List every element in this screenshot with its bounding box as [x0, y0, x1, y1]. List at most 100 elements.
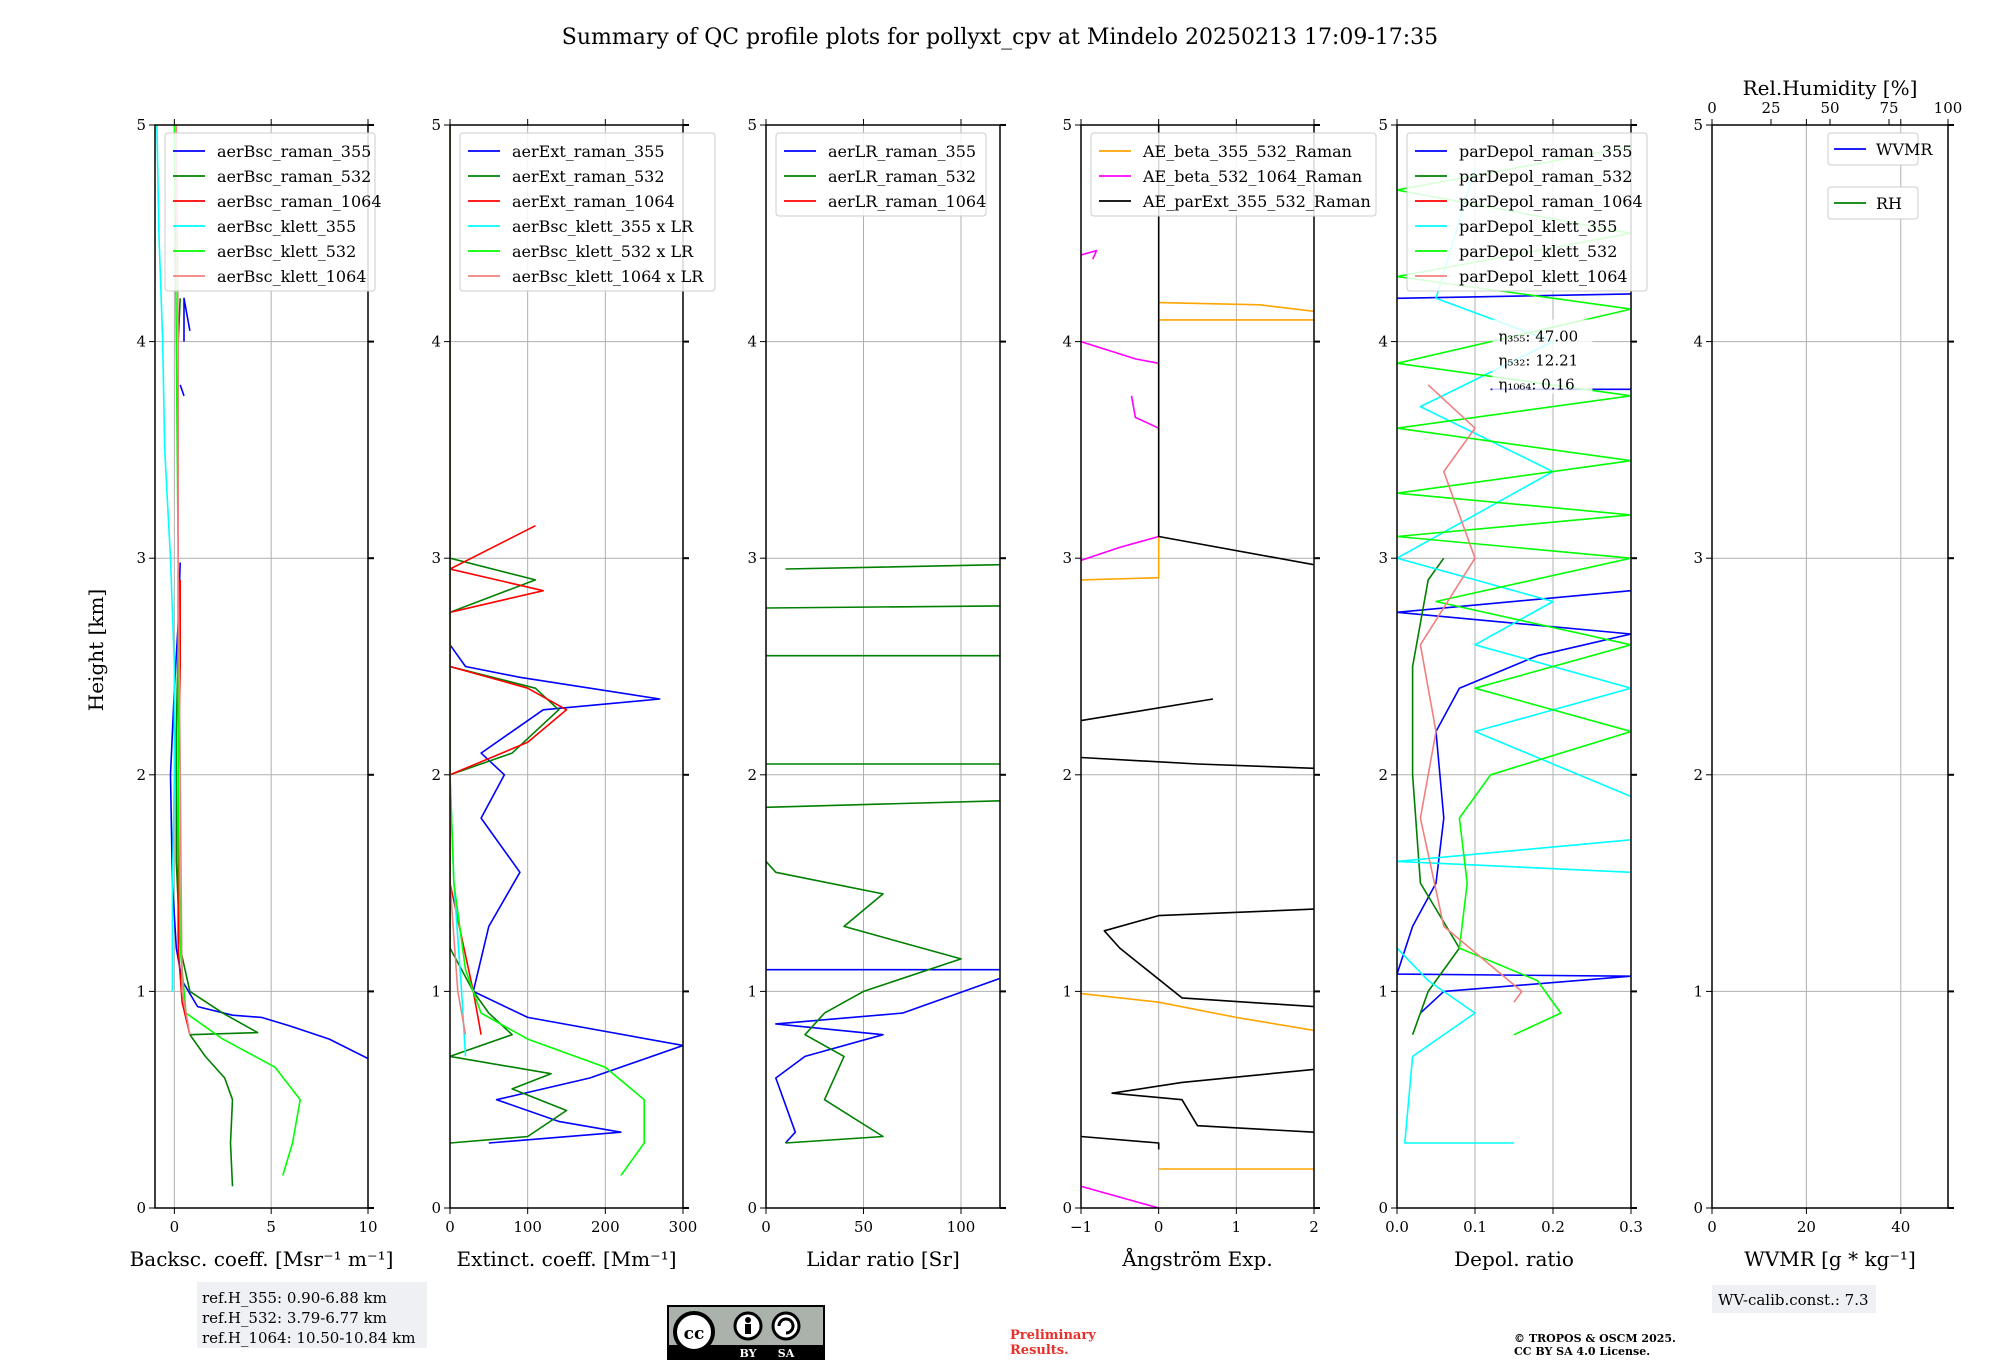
copyright-line-1: © TROPOS & OSCM 2025.: [1514, 1332, 1676, 1345]
figure-title: Summary of QC profile plots for pollyxt_…: [562, 25, 1438, 50]
y-tick-label: 4: [1062, 333, 1072, 351]
legend-entry: aerExt_raman_532: [512, 167, 665, 186]
y-tick-label: 5: [431, 116, 441, 134]
series-group: [1081, 125, 1314, 1208]
legend-entry: parDepol_klett_1064: [1459, 267, 1628, 286]
legend-entry: AE_beta_532_1064_Raman: [1142, 167, 1362, 186]
series-line-aerExt_raman_355: [450, 125, 683, 1144]
y-tick-label: 4: [136, 333, 146, 351]
y-tick-label: 1: [747, 982, 757, 1000]
y-tick-label: 1: [1693, 982, 1703, 1000]
legend-entry: parDepol_klett_355: [1459, 217, 1617, 236]
y-tick-label: 2: [747, 766, 757, 784]
panel-1: 0 5 10 0 1 2 3 4 5 Backsc. coeff. [Msr⁻¹ m⁻¹] aerB…: [130, 116, 394, 1271]
badge-sa-label: SA: [778, 1347, 795, 1360]
x-tick-label: 0.1: [1463, 1218, 1487, 1236]
series-line-parDepol_klett_1064: [1419, 384, 1523, 1003]
preliminary-line-2: Results.: [1010, 1343, 1069, 1358]
legend-entry: aerLR_raman_532: [828, 167, 976, 186]
x-tick-label: 100: [513, 1218, 542, 1236]
y-tick-label: 3: [431, 549, 441, 567]
x-tick-label: 0.2: [1541, 1218, 1565, 1236]
legend-entry: AE_beta_355_532_Raman: [1142, 142, 1352, 161]
series-group: [156, 125, 368, 1187]
y-tick-label: 5: [1378, 116, 1388, 134]
x-axis-label: Depol. ratio: [1454, 1247, 1574, 1271]
x-tick-label: 10: [358, 1218, 377, 1236]
y-tick-label: 4: [1378, 333, 1388, 351]
y-tick-label: 3: [747, 549, 757, 567]
x-tick-label: 0: [170, 1218, 180, 1236]
axes-frame: [1711, 124, 1949, 1209]
top-axis-tick-label: 100: [1934, 99, 1963, 117]
y-tick-label: 4: [431, 333, 441, 351]
x-tick-label: 40: [1891, 1218, 1910, 1236]
annotation-eta: η₁₀₆₄: 0.16: [1498, 376, 1574, 394]
panel-6: 0 20 40 0 1 2 3 4 5 WVMR [g * kg⁻¹] WVMR RH 0 25 50 75 1…: [1693, 76, 1962, 1271]
y-tick-label: 0: [136, 1199, 146, 1217]
panel-5: 0.0 0.1 0.2 0.3 0 1 2 3 4 5 Depol. ratio parDepol_r…: [1378, 116, 1648, 1271]
y-tick-label: 3: [1693, 549, 1703, 567]
y-tick-label: 0: [431, 1199, 441, 1217]
x-tick-label: 300: [669, 1218, 698, 1236]
series-line-aerExt_raman_1064: [450, 524, 568, 1035]
y-tick-label: 5: [1062, 116, 1072, 134]
y-tick-label: 5: [747, 116, 757, 134]
legend-entry: aerExt_raman_1064: [512, 192, 675, 211]
share-alike-arrow: [777, 1317, 795, 1335]
x-axis-label: Backsc. coeff. [Msr⁻¹ m⁻¹]: [130, 1247, 394, 1271]
annotation-box: [1492, 319, 1593, 394]
legend-entry: parDepol_raman_355: [1459, 142, 1632, 161]
legend-entry: aerLR_raman_1064: [828, 192, 986, 211]
ref-height-box: ref.H_355: 0.90-6.88 km ref.H_532: 3.79-…: [197, 1282, 427, 1348]
y-tick-label: 2: [431, 766, 441, 784]
top-axis-tick-label: 0: [1707, 99, 1717, 117]
wv-calib-text: WV-calib.const.: 7.3: [1718, 1291, 1869, 1309]
copyright-line-2: CC BY SA 4.0 License.: [1514, 1345, 1650, 1358]
series-line-aerExt_raman_532: [450, 125, 568, 1144]
legend-entry: WVMR: [1876, 140, 1933, 159]
x-tick-label: 5: [266, 1218, 276, 1236]
x-tick-label: 0: [1154, 1218, 1164, 1236]
series-line-parDepol_klett_532: [1397, 145, 1631, 1036]
axes-frame: [1080, 124, 1315, 1209]
legend-entry: AE_parExt_355_532_Raman: [1142, 192, 1371, 211]
panel-2: 0 100 200 300 0 1 2 3 4 5 Extinct. coeff. [Mm⁻¹] ae…: [431, 116, 716, 1271]
y-tick-label: 2: [136, 766, 146, 784]
wv-calib-box: WV-calib.const.: 7.3: [1712, 1285, 1876, 1313]
x-tick-label: 0: [761, 1218, 771, 1236]
legend-entry: aerBsc_raman_355: [217, 142, 371, 161]
ref-height-355: ref.H_355: 0.90-6.88 km: [202, 1289, 387, 1307]
series-line-aerBsc_klett_532 x LR: [450, 125, 645, 1176]
legend-entry: aerExt_raman_355: [512, 142, 665, 161]
top-axis-tick-label: 75: [1879, 99, 1898, 117]
x-tick-label: 200: [591, 1218, 620, 1236]
series-line-aerBsc_klett_355: [156, 125, 176, 992]
legend-box: [775, 132, 987, 217]
series-group: [450, 125, 683, 1176]
badge-by-label: BY: [740, 1347, 757, 1360]
legend-entry: parDepol_raman_532: [1459, 167, 1632, 186]
series-line-aerBsc_raman_355: [169, 297, 368, 1060]
x-tick-label: 50: [854, 1218, 873, 1236]
top-axis-tick-label: 50: [1820, 99, 1839, 117]
y-tick-label: 5: [1693, 116, 1703, 134]
preliminary-line-1: Preliminary: [1010, 1328, 1096, 1343]
x-axis-label: Lidar ratio [Sr]: [806, 1247, 960, 1271]
y-tick-label: 3: [1378, 549, 1388, 567]
series-line-parDepol_klett_355: [1397, 168, 1631, 1144]
y-tick-label: 1: [1378, 982, 1388, 1000]
y-tick-label: 2: [1378, 766, 1388, 784]
series-line-AE_parExt_355_532_Raman: [1081, 125, 1314, 1150]
y-tick-label: 5: [136, 116, 146, 134]
annotation-eta: η₃₅₅: 47.00: [1498, 328, 1578, 346]
x-tick-label: 2: [1309, 1218, 1319, 1236]
annotation-eta: η₅₃₂: 12.21: [1498, 352, 1578, 370]
series-line-aerBsc_klett_1064 x LR: [450, 125, 467, 1035]
x-tick-label: 0.0: [1385, 1218, 1409, 1236]
x-axis-label: Ångström Exp.: [1121, 1246, 1272, 1271]
legend-entry: aerBsc_klett_355 x LR: [512, 217, 694, 236]
legend-entry: aerBsc_klett_532: [217, 242, 356, 261]
